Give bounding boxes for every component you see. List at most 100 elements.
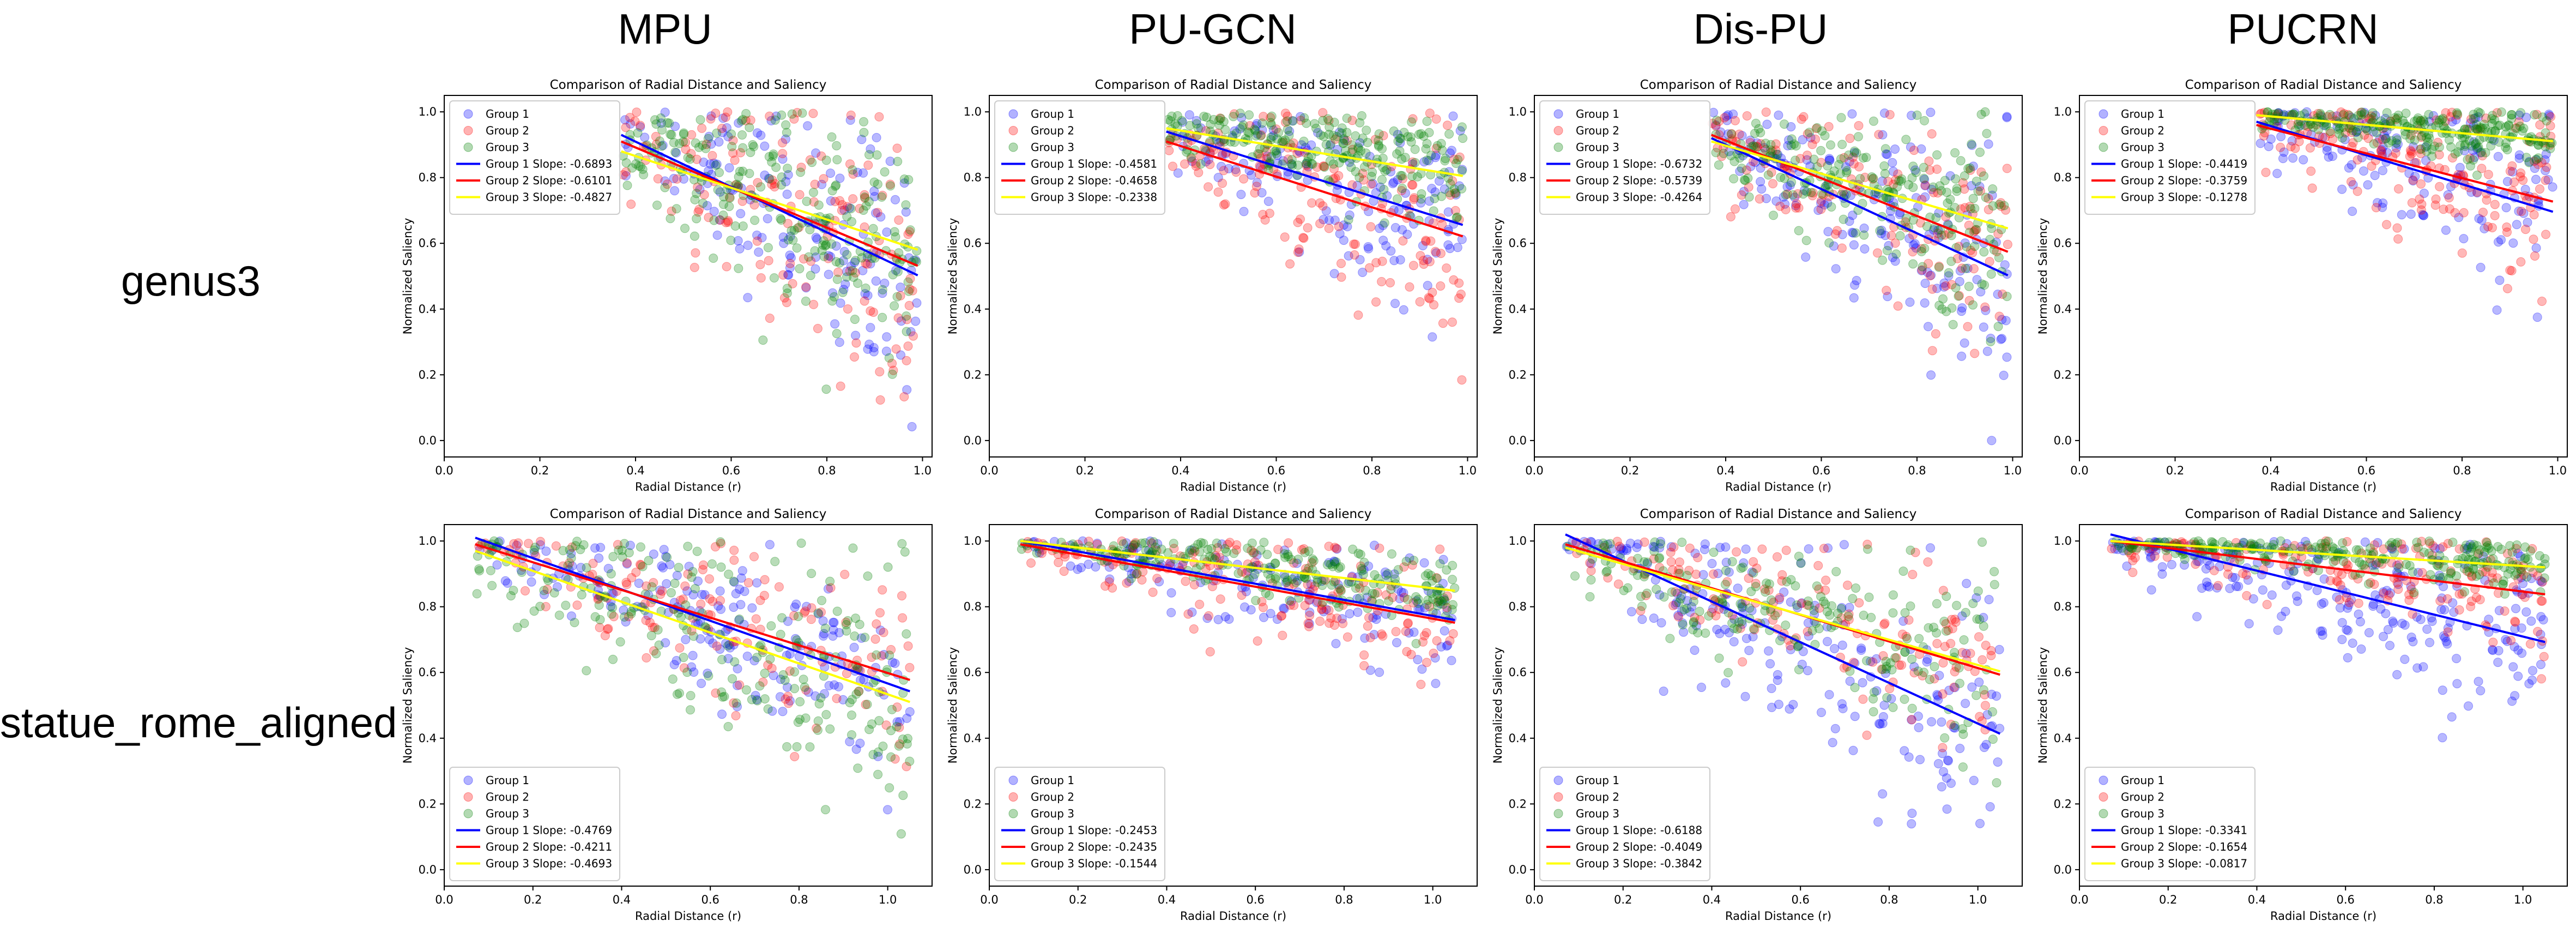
- scatter-point-group-3: [1791, 155, 1800, 165]
- scatter-point-group-1: [858, 266, 868, 275]
- scatter-point-group-1: [1975, 818, 1985, 828]
- scatter-point-group-1: [1997, 315, 2007, 324]
- scatter-point-group-2: [1816, 204, 1826, 214]
- scatter-point-group-1: [883, 805, 892, 815]
- scatter-point-group-2: [872, 619, 881, 629]
- scatter-point-group-1: [824, 681, 834, 690]
- scatter-point-group-1: [767, 706, 777, 716]
- scatter-point-group-2: [868, 308, 878, 317]
- scatter-point-group-2: [1337, 272, 1346, 282]
- scatter-point-group-1: [1409, 627, 1419, 637]
- scatter-point-group-2: [1408, 180, 1418, 190]
- scatter-point-group-1: [785, 696, 795, 706]
- scatter-point-group-1: [1957, 306, 1967, 316]
- scatter-point-group-3: [1833, 609, 1842, 618]
- scatter-point-group-1: [2513, 671, 2523, 681]
- scatter-point-group-3: [1682, 604, 1692, 613]
- scatter-point-group-1: [1092, 538, 1102, 548]
- scatter-point-group-1: [2276, 132, 2286, 141]
- scatter-point-group-2: [2439, 204, 2448, 214]
- scatter-point-group-3: [1901, 213, 1911, 223]
- scatter-point-group-2: [1737, 190, 1746, 200]
- scatter-point-group-2: [1303, 618, 1313, 628]
- scatter-point-group-2: [1122, 578, 1132, 588]
- scatter-point-group-2: [1730, 204, 1740, 214]
- scatter-point-group-3: [1172, 111, 1182, 121]
- scatter-point-group-2: [758, 677, 768, 687]
- scatter-point-group-3: [1994, 252, 2004, 262]
- scatter-point-group-1: [697, 678, 706, 688]
- scatter-point-group-3: [1032, 548, 1042, 558]
- y-tick-label: 0.0: [964, 863, 982, 876]
- scatter-point-group-2: [1792, 199, 1801, 208]
- scatter-point-group-3: [758, 335, 768, 345]
- scatter-point-group-2: [774, 582, 784, 592]
- x-tick-label: 0.0: [1525, 893, 1543, 906]
- scatter-point-group-3: [1892, 182, 1902, 192]
- scatter-point-group-1: [2521, 607, 2531, 617]
- scatter-point-group-1: [1339, 236, 1349, 245]
- scatter-point-group-2: [806, 615, 816, 624]
- scatter-point-group-2: [1283, 154, 1293, 164]
- scatter-point-group-3: [636, 161, 645, 171]
- scatter-point-group-2: [904, 300, 914, 310]
- scatter-point-group-3: [615, 637, 625, 647]
- legend-label-group-2: Group 2: [1576, 791, 1619, 804]
- scatter-point-group-1: [1993, 290, 2003, 299]
- scatter-point-group-3: [2500, 589, 2510, 599]
- scatter-point-group-2: [1984, 205, 1993, 214]
- scatter-point-group-2: [2407, 198, 2417, 208]
- scatter-point-group-2: [1932, 639, 1942, 648]
- scatter-point-group-1: [812, 234, 822, 244]
- scatter-point-group-3: [1422, 139, 1432, 148]
- y-tick-label: 0.0: [964, 434, 982, 447]
- scatter-point-group-3: [1789, 139, 1799, 149]
- scatter-point-group-2: [790, 752, 800, 761]
- scatter-point-group-3: [2400, 130, 2410, 140]
- scatter-point-group-2: [809, 197, 819, 207]
- scatter-point-group-1: [2348, 180, 2358, 190]
- scatter-point-group-2: [2535, 120, 2545, 130]
- scatter-point-group-1: [740, 587, 749, 596]
- scatter-point-group-2: [1969, 264, 1979, 274]
- scatter-point-group-1: [1922, 267, 1932, 277]
- scatter-point-group-1: [2363, 180, 2373, 190]
- legend-marker-group-1: [1553, 109, 1563, 119]
- scatter-point-group-1: [1173, 168, 1183, 178]
- scatter-point-group-1: [1733, 583, 1743, 593]
- scatter-point-group-1: [1393, 175, 1402, 185]
- scatter-point-group-1: [1877, 225, 1886, 235]
- scatter-point-group-2: [1258, 209, 1268, 219]
- legend-slope-label-group-3: Group 3 Slope: -0.2338: [1031, 191, 1157, 204]
- regression-line-group-3: [1166, 127, 1463, 177]
- scatter-point-group-1: [2492, 305, 2502, 315]
- scatter-point-group-3: [1237, 122, 1247, 132]
- scatter-point-group-1: [842, 267, 851, 276]
- scatter-point-group-1: [1453, 243, 1462, 252]
- scatter-point-group-3: [893, 157, 903, 166]
- scatter-point-group-3: [1956, 156, 1966, 166]
- scatter-point-group-3: [885, 783, 894, 793]
- scatter-point-group-1: [764, 173, 773, 183]
- x-tick-label: 0.4: [1703, 893, 1721, 906]
- scatter-point-group-2: [2541, 176, 2550, 185]
- scatter-point-group-3: [571, 541, 580, 551]
- scatter-point-group-3: [723, 641, 733, 651]
- scatter-point-group-1: [665, 559, 675, 569]
- scatter-point-group-3: [686, 691, 696, 701]
- scatter-point-group-3: [864, 150, 874, 160]
- scatter-point-group-3: [810, 246, 820, 256]
- scatter-point-group-1: [2418, 210, 2428, 220]
- scatter-point-group-1: [2267, 590, 2277, 600]
- scatter-point-group-1: [2459, 234, 2469, 244]
- scatter-point-group-1: [1976, 287, 1986, 297]
- scatter-point-group-2: [826, 583, 836, 593]
- x-tick-label: 0.0: [435, 464, 453, 477]
- scatter-point-group-3: [2385, 116, 2395, 126]
- x-tick-label: 0.4: [1158, 893, 1176, 906]
- scatter-point-group-1: [838, 256, 848, 266]
- scatter-point-group-3: [1214, 120, 1224, 130]
- scatter-point-group-3: [850, 315, 860, 324]
- scatter-point-group-1: [1393, 130, 1402, 140]
- scatter-point-group-1: [881, 346, 891, 356]
